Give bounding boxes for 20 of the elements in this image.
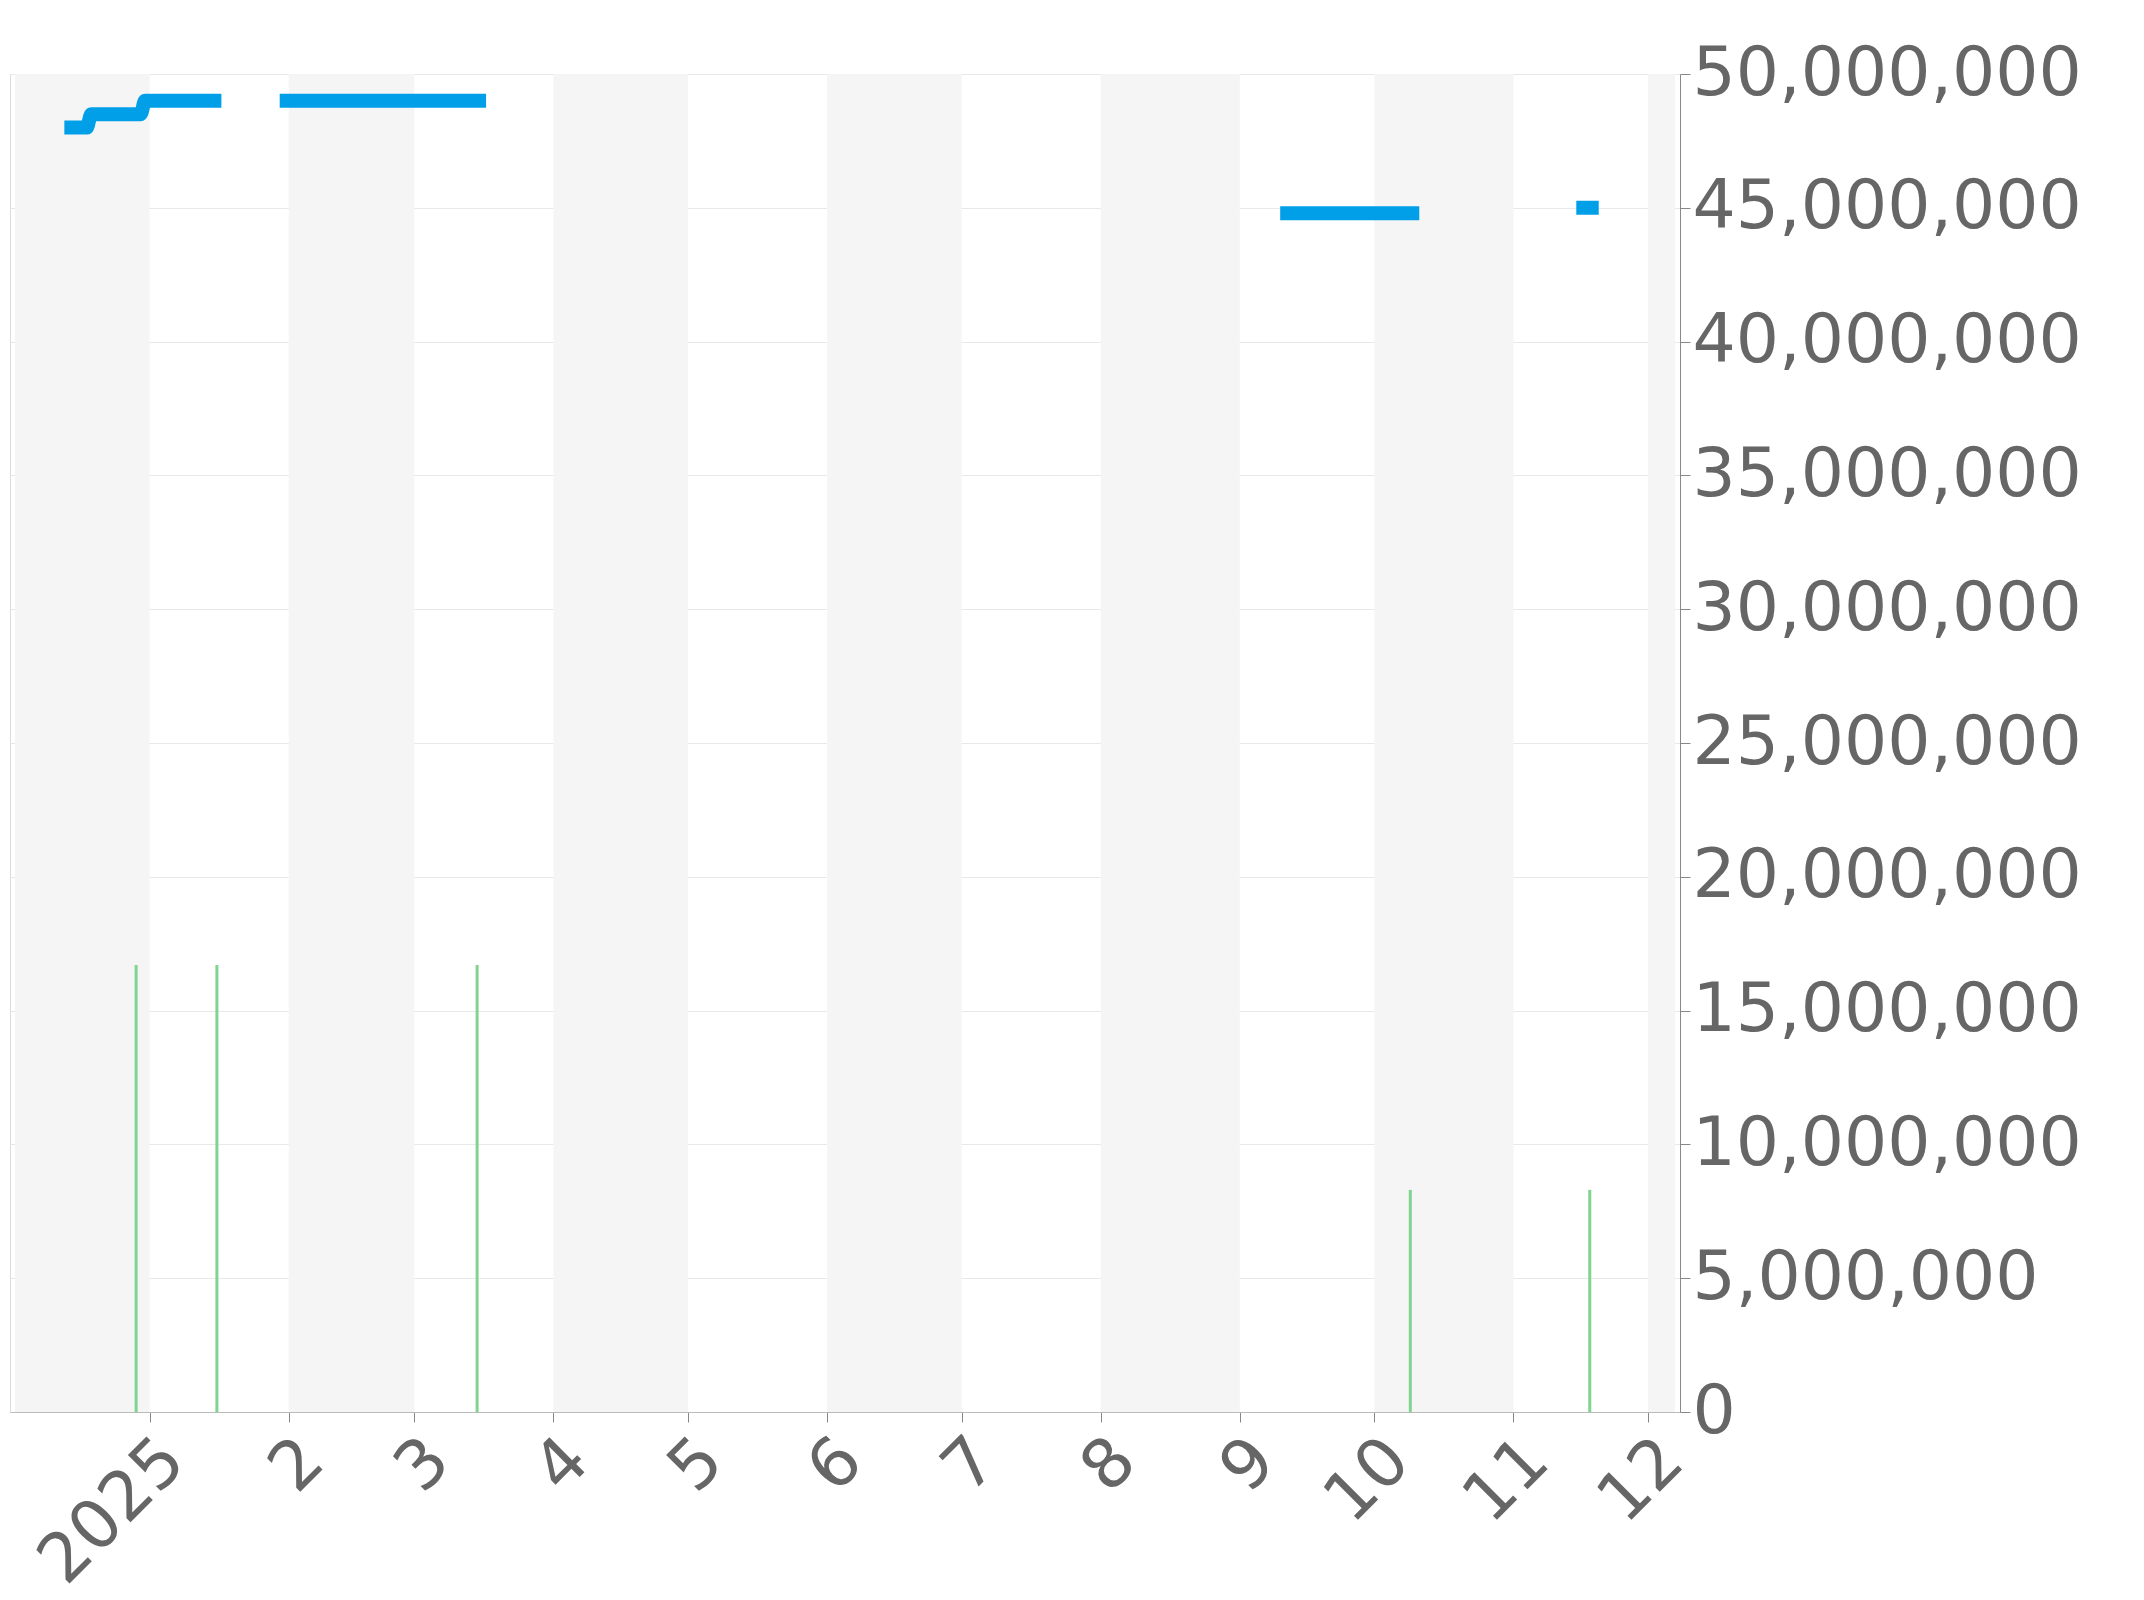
y-tick-label: 5,000,000: [1692, 1235, 2039, 1315]
x-tick-label: 10: [1307, 1420, 1425, 1538]
y-tick-label: 25,000,000: [1692, 700, 2082, 780]
x-tick-label: 11: [1446, 1420, 1564, 1538]
y-tick-label: 35,000,000: [1692, 432, 2082, 512]
x-tick-label: 3: [377, 1420, 465, 1507]
y-tick-label: 10,000,000: [1692, 1101, 2082, 1181]
y-tick-label: 20,000,000: [1692, 834, 2082, 914]
y-tick-label: 50,000,000: [1692, 31, 2082, 111]
x-tick-label: 8: [1064, 1420, 1151, 1507]
x-tick-label: 9: [1203, 1420, 1290, 1507]
x-tick-label: 7: [925, 1420, 1012, 1507]
y-tick-label: 40,000,000: [1692, 299, 2082, 379]
x-tick-label: 6: [790, 1420, 878, 1507]
y-tick-label: 45,000,000: [1692, 165, 2082, 245]
y-tick-label: 15,000,000: [1692, 968, 2082, 1048]
x-tick-label: 2: [252, 1420, 339, 1507]
x-tick-label: 4: [516, 1420, 604, 1507]
x-tick-label: 5: [651, 1420, 738, 1507]
y-tick-label: 30,000,000: [1692, 566, 2082, 646]
